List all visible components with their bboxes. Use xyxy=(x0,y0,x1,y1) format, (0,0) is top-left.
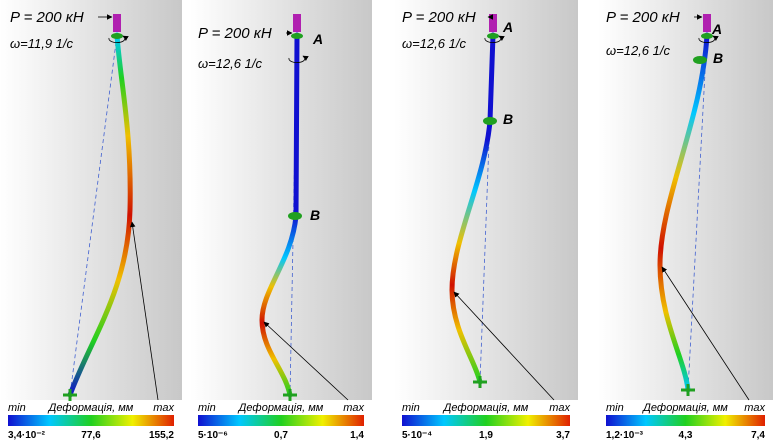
omega-label: ω=11,9 1/с xyxy=(10,36,74,51)
omega-label: ω=12,6 1/с xyxy=(198,56,262,71)
colorbar-tick-label: 3,4·10⁻² xyxy=(8,430,46,441)
colorbar-tick-label: 3,7 xyxy=(556,430,570,441)
colorbar-min: min xyxy=(198,402,216,414)
force-label: P = 200 кН xyxy=(606,9,680,26)
point-a-label: A xyxy=(711,21,722,37)
load-cap xyxy=(489,14,497,32)
point-a-label: A xyxy=(312,31,323,47)
colorbar-max: max xyxy=(153,402,174,414)
point-a-label: A xyxy=(502,19,513,35)
page: {"panels": [ {"force": "P = 200 кН", "om… xyxy=(0,0,773,441)
omega-label: ω=12,6 1/с xyxy=(606,43,670,58)
colorbar-tick-label: 4,3 xyxy=(679,430,693,441)
colorbar-tick-label: 77,6 xyxy=(81,430,101,441)
load-cap xyxy=(293,14,301,32)
colorbar xyxy=(198,415,364,426)
support-b xyxy=(693,56,707,64)
colorbar-title: Деформація, мм xyxy=(47,402,134,414)
colorbar-tick-label: 155,2 xyxy=(149,430,174,441)
colorbar-min: min xyxy=(402,402,420,414)
colorbar-tick-label: 7,4 xyxy=(751,430,765,441)
colorbar-title: Деформація, мм xyxy=(442,402,529,414)
panel: P = 200 кН ω=11,9 1/с min Деформація, мм max… xyxy=(0,0,182,441)
support-b xyxy=(483,117,497,125)
force-label: P = 200 кН xyxy=(198,25,272,42)
colorbar-min: min xyxy=(8,402,26,414)
colorbar-tick-label: 5·10⁻⁴ xyxy=(402,430,432,441)
colorbar-max: max xyxy=(744,402,765,414)
point-b-label: B xyxy=(503,111,513,127)
point-b-label: B xyxy=(310,207,320,223)
colorbar-tick-label: 1,4 xyxy=(350,430,364,441)
panel-background xyxy=(598,0,773,400)
colorbar xyxy=(8,415,174,426)
load-cap xyxy=(703,14,711,32)
colorbar-max: max xyxy=(549,402,570,414)
colorbar-title: Деформація, мм xyxy=(641,402,728,414)
colorbar-tick-label: 5·10⁻⁶ xyxy=(198,430,228,441)
panel-background xyxy=(394,0,578,400)
support-a xyxy=(111,33,123,39)
colorbar-tick-label: 1,2·10⁻³ xyxy=(606,430,644,441)
support-a xyxy=(487,33,499,39)
figure: P = 200 кН ω=11,9 1/с min Деформація, мм max… xyxy=(0,0,773,441)
colorbar xyxy=(606,415,765,426)
point-b-label: B xyxy=(713,50,723,66)
support-b xyxy=(288,212,302,220)
force-label: P = 200 кН xyxy=(402,9,476,26)
force-label: P = 200 кН xyxy=(10,9,84,26)
colorbar xyxy=(402,415,570,426)
load-cap xyxy=(113,14,121,32)
colorbar-tick-label: 1,9 xyxy=(479,430,493,441)
colorbar-max: max xyxy=(343,402,364,414)
colorbar-title: Деформація, мм xyxy=(237,402,324,414)
omega-label: ω=12,6 1/с xyxy=(402,36,466,51)
support-a xyxy=(291,33,303,39)
colorbar-tick-label: 0,7 xyxy=(274,430,288,441)
colorbar-min: min xyxy=(606,402,624,414)
panel-background xyxy=(0,0,182,400)
